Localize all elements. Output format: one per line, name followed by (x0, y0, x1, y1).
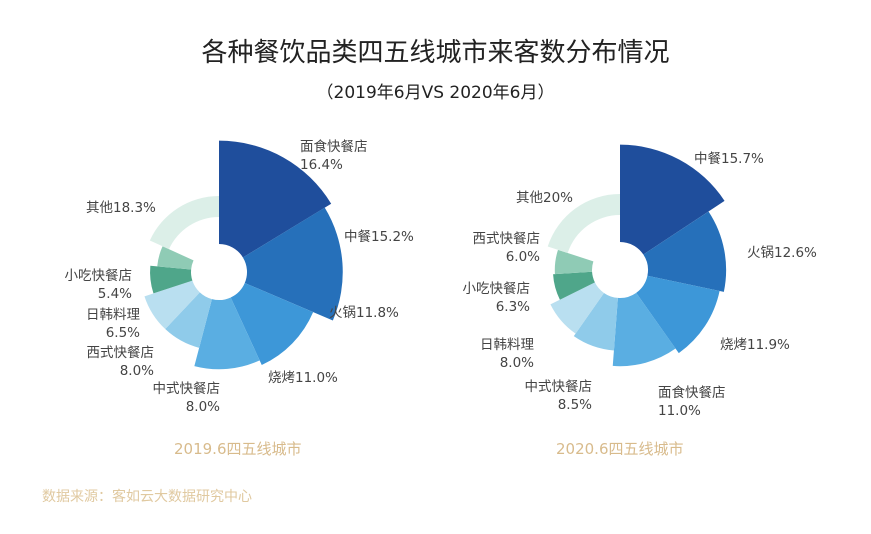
chart1-sector-6 (150, 265, 193, 294)
chart-title: 各种餐饮品类四五线城市来客数分布情况 (201, 38, 670, 68)
label-c2-4: 中式快餐店 8.5% (524, 379, 593, 413)
chart1-sector-8 (149, 196, 219, 250)
chart-subtitle: （2019年6月VS 2020年6月） (316, 83, 555, 103)
chart1-sector-7 (157, 246, 194, 270)
chart2-sector-5 (550, 282, 604, 334)
label-c1-7: 小吃快餐店 5.4% (64, 268, 133, 302)
source-note: 数据来源：客如云大数据研究中心 (42, 489, 252, 505)
label-c2-2: 烧烤11.9% (720, 337, 790, 353)
chart1-sector-3 (194, 297, 260, 370)
chart2-sector-1 (643, 211, 727, 292)
chart2-sector-7 (554, 249, 594, 275)
chart2-sector-3 (612, 292, 676, 367)
chart2-sector-4 (573, 292, 618, 351)
label-c2-8: 其他20% (516, 190, 574, 206)
label-c2-6: 小吃快餐店 6.3% (462, 281, 531, 315)
chart1-sector-0 (219, 140, 332, 258)
chart1-sector-1 (242, 207, 343, 321)
chart1-sector-2 (230, 282, 314, 365)
label-c1-3: 烧烤11.0% (268, 370, 338, 386)
label-c1-8: 其他18.3% (86, 200, 156, 216)
label-c1-4: 中式快餐店 8.0% (152, 381, 221, 415)
chart2-sector-2 (636, 275, 720, 354)
chart2-sector-6 (553, 271, 595, 300)
chart1-sector-5 (144, 280, 200, 330)
label-c1-6: 日韩料理 6.5% (86, 307, 140, 341)
label-c2-7: 西式快餐店 6.0% (472, 231, 541, 265)
label-c1-0: 面食快餐店 16.4% (300, 139, 368, 173)
chart2-caption: 2020.6四五线城市 (556, 440, 684, 458)
label-c2-5: 日韩料理 8.0% (480, 337, 534, 371)
label-c2-3: 面食快餐店 11.0% (658, 385, 726, 419)
chart2-sector-8 (547, 194, 620, 254)
chart1-sector-4 (165, 292, 212, 348)
label-c1-5: 西式快餐店 8.0% (86, 345, 155, 379)
label-c1-2: 火锅11.8% (329, 305, 399, 321)
label-c2-1: 火锅12.6% (747, 245, 817, 261)
chart1-caption: 2019.6四五线城市 (174, 440, 302, 458)
chart2-sector-0 (620, 144, 725, 255)
label-c2-0: 中餐15.7% (694, 151, 764, 167)
label-c1-1: 中餐15.2% (344, 229, 414, 245)
